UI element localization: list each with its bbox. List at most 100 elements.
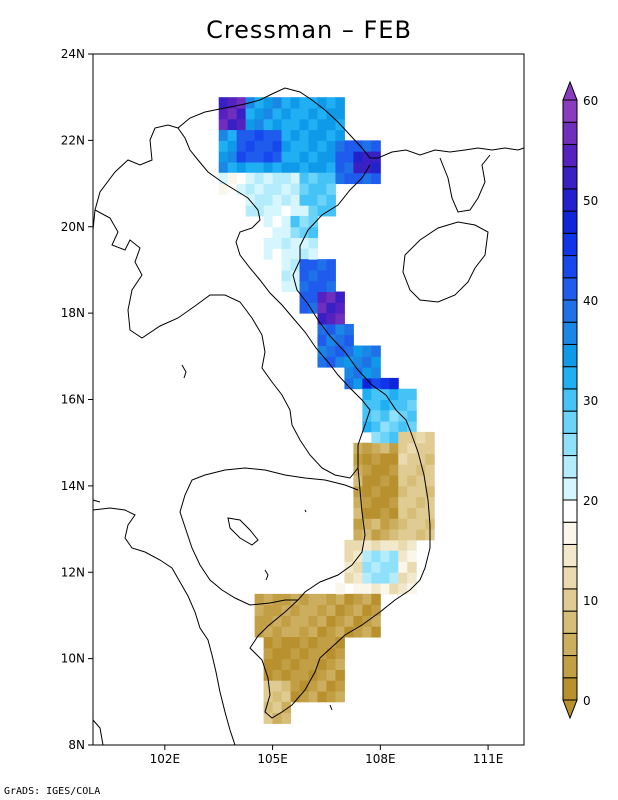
grid-cell bbox=[263, 226, 274, 239]
vietnam-coastline bbox=[249, 164, 431, 719]
grid-cell bbox=[371, 539, 381, 552]
grid-cell bbox=[389, 561, 399, 573]
colorbar-label: 30 bbox=[583, 394, 598, 408]
grid-cell bbox=[290, 280, 301, 293]
grid-cell bbox=[380, 518, 390, 530]
grid-cell bbox=[353, 583, 363, 595]
grid-cell bbox=[263, 658, 274, 670]
grid-cell bbox=[272, 237, 283, 249]
grid-cell bbox=[362, 464, 372, 476]
grid-cell bbox=[290, 615, 301, 627]
grid-cell bbox=[371, 561, 381, 573]
grid-cell bbox=[254, 118, 265, 131]
grid-cell bbox=[263, 691, 274, 703]
grid-cell bbox=[398, 388, 408, 400]
grid-cell bbox=[353, 604, 363, 616]
grid-cell bbox=[308, 140, 318, 152]
grid-cell bbox=[371, 464, 381, 476]
grid-cell bbox=[326, 129, 336, 141]
grid-cell bbox=[263, 151, 274, 163]
grid-cell bbox=[218, 161, 229, 174]
grid-cell bbox=[326, 334, 336, 347]
grid-cell bbox=[353, 593, 363, 606]
grid-cell bbox=[299, 604, 309, 616]
grid-cell bbox=[389, 529, 399, 541]
colorbar-label: 20 bbox=[583, 494, 598, 508]
grid-cell bbox=[317, 593, 327, 606]
grid-cell bbox=[371, 550, 381, 562]
grid-cell bbox=[335, 356, 345, 368]
grid-cell bbox=[263, 680, 274, 692]
laos-border bbox=[94, 124, 359, 479]
grid-cell bbox=[416, 518, 426, 530]
grid-cell bbox=[263, 172, 274, 185]
grid-cell bbox=[308, 248, 318, 260]
grid-cell bbox=[227, 183, 238, 195]
grid-cell bbox=[281, 183, 292, 195]
grid-cell bbox=[398, 399, 408, 411]
grid-cell bbox=[407, 507, 417, 519]
grid-cell bbox=[335, 172, 345, 185]
grid-cell bbox=[344, 334, 354, 347]
grid-cell bbox=[245, 183, 256, 195]
colorbar-segment bbox=[562, 677, 578, 701]
grid-cell bbox=[380, 529, 390, 541]
grid-cell bbox=[254, 593, 265, 606]
grid-cell bbox=[425, 507, 435, 519]
grid-cell bbox=[398, 583, 408, 595]
grid-cell bbox=[335, 583, 345, 595]
grid-cell bbox=[380, 475, 390, 487]
grid-cell bbox=[326, 615, 336, 627]
grid-cell bbox=[236, 107, 247, 120]
grid-cell bbox=[398, 496, 408, 508]
grid-cell bbox=[353, 496, 363, 508]
grid-cell bbox=[326, 313, 336, 325]
colorbar-segment bbox=[562, 277, 578, 301]
grid-cell bbox=[380, 421, 390, 433]
grid-cell bbox=[326, 637, 336, 649]
grid-cell bbox=[335, 302, 345, 314]
grid-cell bbox=[326, 151, 336, 163]
grid-cell bbox=[299, 183, 309, 195]
grid-cell bbox=[353, 626, 363, 638]
grid-cell bbox=[299, 129, 309, 141]
colorbar-segment bbox=[562, 566, 578, 590]
grid-cell bbox=[299, 269, 309, 282]
colorbar-segment bbox=[562, 232, 578, 257]
grid-cell bbox=[407, 399, 417, 411]
grid-cell bbox=[254, 604, 265, 616]
grid-cell bbox=[281, 658, 292, 670]
grid-cell bbox=[272, 701, 283, 714]
grid-cell bbox=[299, 647, 309, 660]
grid-cell bbox=[371, 421, 381, 433]
grid-cell bbox=[263, 161, 274, 174]
grid-cell bbox=[416, 507, 426, 519]
grid-cell bbox=[263, 647, 274, 660]
grid-cell bbox=[389, 572, 399, 584]
grid-cell bbox=[371, 356, 381, 368]
grid-cell bbox=[371, 626, 381, 638]
grid-cell bbox=[389, 475, 399, 487]
grid-cell bbox=[281, 637, 292, 649]
grid-cell bbox=[398, 507, 408, 519]
grid-cell bbox=[317, 637, 327, 649]
grid-cell bbox=[371, 140, 381, 152]
grid-cell bbox=[308, 615, 318, 627]
grid-cell bbox=[263, 604, 274, 616]
grid-cell bbox=[317, 151, 327, 163]
grid-cell bbox=[299, 237, 309, 249]
grid-cell bbox=[416, 496, 426, 508]
grid-cell bbox=[380, 572, 390, 584]
colorbar-segment bbox=[562, 188, 578, 212]
grid-cell bbox=[326, 269, 336, 282]
grid-cell bbox=[371, 377, 381, 390]
grid-cell bbox=[290, 637, 301, 649]
grid-cell bbox=[362, 507, 372, 519]
grid-cell bbox=[353, 140, 363, 152]
grid-cell bbox=[308, 97, 318, 109]
grid-cell bbox=[272, 615, 283, 627]
colorbar-segment bbox=[562, 655, 578, 679]
grid-cell bbox=[389, 485, 399, 498]
grid-cell bbox=[281, 259, 292, 271]
grid-cell bbox=[362, 421, 372, 433]
